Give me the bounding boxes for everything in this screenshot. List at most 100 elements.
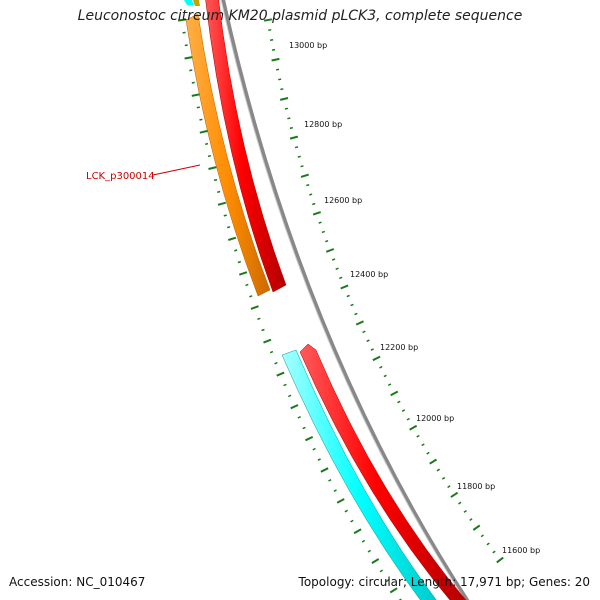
inner-tick-6 (191, 93, 200, 97)
inner-tick-13 (213, 178, 218, 182)
scale-tick-7 (280, 88, 284, 91)
scale-tick-19 (312, 202, 316, 206)
inner-tick-1 (182, 31, 186, 34)
scale-tick-13 (294, 146, 299, 149)
scale-tick-17 (306, 183, 310, 187)
inner-tick-30 (276, 371, 285, 377)
inner-tick-48 (371, 558, 380, 564)
inner-tick-16 (223, 214, 227, 217)
inner-tick-20 (237, 260, 242, 264)
inner-tick-2 (184, 44, 188, 47)
inner-tick-3 (184, 56, 193, 60)
gene-cyan-top-fragment (184, 0, 194, 5)
gene-forward-lower[interactable] (299, 343, 470, 600)
inner-tick-47 (367, 549, 371, 553)
scale-tick-38 (383, 374, 387, 378)
scale-tick-57 (480, 534, 484, 538)
scale-tick-55 (469, 518, 473, 522)
scale-tick-56 (472, 524, 481, 531)
gene-forward-upper[interactable] (205, 0, 287, 293)
gene-orange-top-fragment (193, 0, 200, 6)
inner-tick-49 (379, 569, 384, 573)
scale-tick-40 (390, 390, 399, 397)
inner-tick-12 (208, 166, 217, 170)
scale-tick-54 (463, 509, 467, 513)
inner-tick-36 (305, 435, 314, 442)
inner-tick-32 (287, 394, 292, 398)
inner-tick-33 (290, 404, 299, 410)
inner-tick-15 (217, 201, 227, 206)
tick-label-2: 12600 bp (324, 196, 362, 205)
inner-tick-9 (199, 129, 208, 134)
tick-label-5: 12000 bp (416, 414, 454, 423)
inner-tick-43 (344, 509, 348, 513)
scale-tick-11 (289, 126, 293, 130)
scale-tick-31 (354, 312, 358, 316)
inner-tick-18 (228, 236, 237, 241)
map-title: Leuconostoc citreum KM20 plasmid pLCK3, … (77, 8, 523, 24)
inner-tick-52 (398, 598, 402, 600)
scale-tick-14 (297, 155, 301, 158)
scale-tick-59 (492, 550, 496, 554)
inner-tick-8 (199, 118, 203, 121)
scale-tick-52 (450, 491, 459, 498)
inner-tick-44 (350, 519, 354, 523)
inner-tick-51 (389, 587, 398, 594)
inner-tick-50 (385, 579, 390, 583)
inner-tick-28 (269, 350, 274, 354)
scale-tick-43 (406, 417, 410, 421)
inner-tick-22 (245, 283, 249, 287)
scale-tick-41 (397, 400, 401, 404)
tick-label-3: 12400 bp (350, 270, 388, 279)
scale-tick-36 (372, 355, 381, 362)
gene-label-lck-p300014[interactable]: LCK_p300014 (86, 171, 155, 182)
inner-tick-5 (191, 81, 195, 84)
inner-tick-39 (320, 467, 329, 473)
backbone-highlight (220, 0, 466, 600)
inner-tick-23 (249, 295, 253, 298)
gene-lck-p300014[interactable] (185, 13, 271, 297)
scale-tick-32 (355, 320, 364, 326)
scale-tick-3 (271, 48, 276, 51)
scale-tick-47 (426, 451, 430, 455)
scale-tick-48 (429, 458, 438, 465)
inner-tick-26 (261, 328, 265, 332)
scale-tick-28 (340, 284, 349, 290)
tick-label-4: 12200 bp (380, 343, 418, 352)
scale-tick-37 (379, 365, 383, 369)
scale-tick-51 (447, 485, 451, 489)
inner-tick-41 (333, 489, 337, 493)
scale-tick-50 (441, 476, 446, 480)
scale-tick-16 (300, 173, 309, 178)
scale-tick-27 (339, 276, 343, 280)
scale-tick-22 (321, 230, 326, 234)
scale-tick-0 (263, 18, 273, 22)
scale-tick-15 (300, 165, 304, 168)
scale-tick-12 (289, 135, 299, 140)
inner-tick-17 (227, 226, 231, 229)
inner-tick-45 (353, 528, 362, 535)
tick-label-7: 11600 bp (502, 546, 540, 555)
scale-tick-34 (366, 339, 370, 343)
inner-tick-42 (336, 498, 345, 504)
tick-labels: 13000 bp 12800 bp 12600 bp 12400 bp 12200 bp… (289, 41, 540, 555)
inner-tick-10 (204, 142, 209, 146)
scale-tick-42 (401, 409, 406, 412)
scale-tick-10 (287, 117, 291, 120)
gene-label-leader (152, 164, 201, 176)
inner-tick-21 (238, 271, 248, 276)
scale-tick-39 (387, 383, 392, 386)
outer-tick-marks (263, 18, 504, 564)
scale-tick-49 (436, 468, 440, 472)
scale-tick-23 (325, 239, 329, 243)
scale-tick-6 (278, 78, 282, 81)
scale-tick-58 (486, 542, 490, 546)
scale-tick-30 (350, 303, 354, 307)
inner-tick-7 (196, 106, 200, 109)
scale-tick-8 (279, 97, 289, 101)
scale-tick-5 (275, 68, 280, 71)
gene-cyan-lower[interactable] (281, 349, 440, 600)
inner-tick-14 (217, 190, 221, 194)
scale-tick-1 (268, 28, 272, 32)
